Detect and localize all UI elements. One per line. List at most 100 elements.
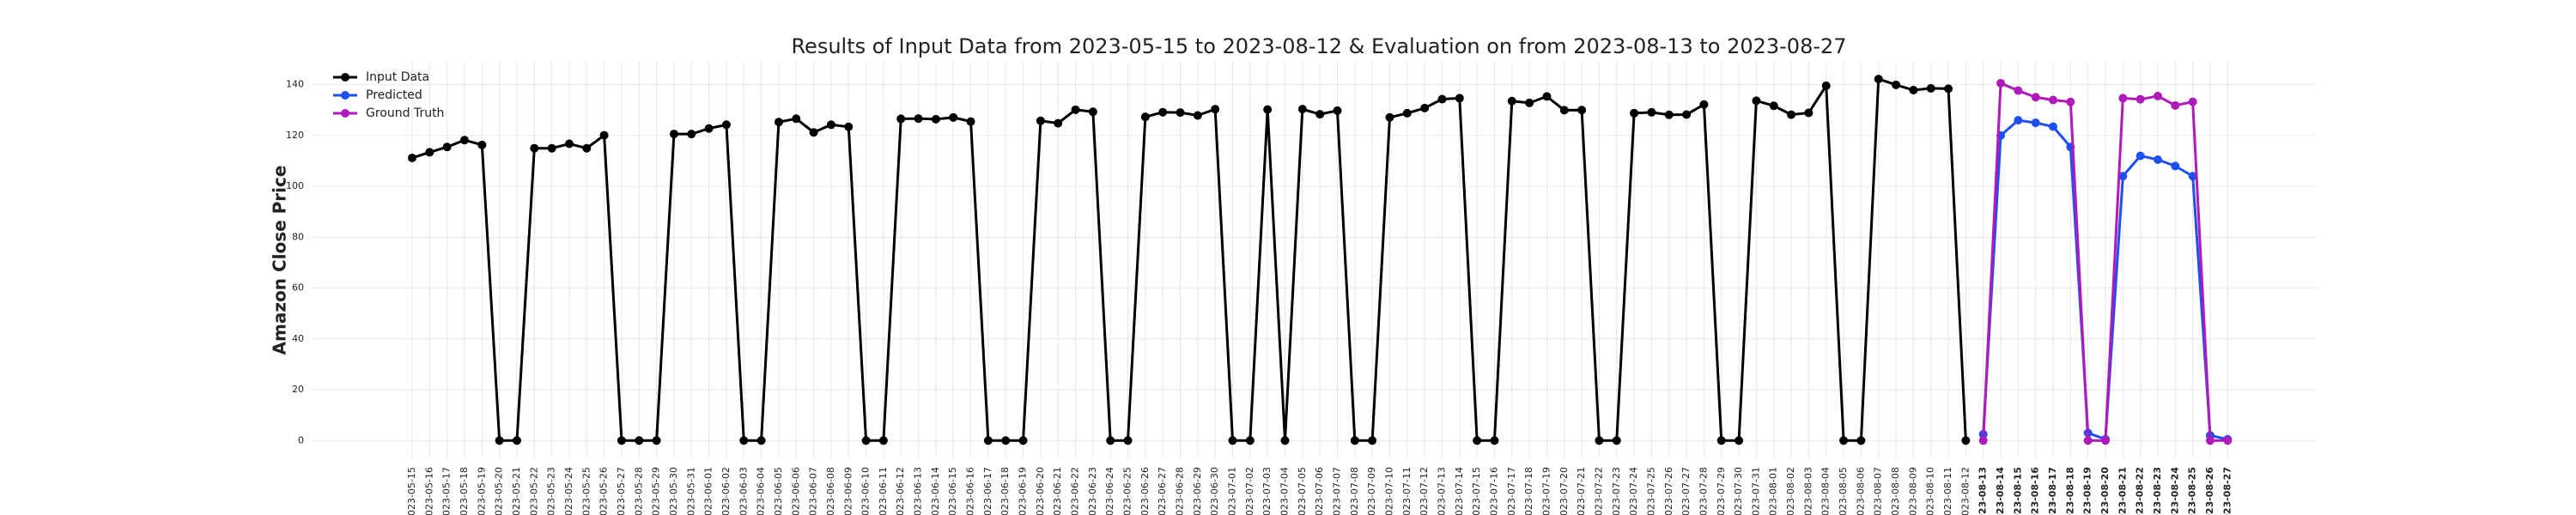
chart-title: Results of Input Data from 2023-05-15 to… (791, 34, 1846, 58)
data-point (1647, 107, 1656, 117)
data-point (2188, 97, 2197, 106)
x-tick-label: 2023-05-25 (580, 467, 592, 515)
x-tick-label: 2023-06-07 (808, 467, 819, 515)
x-tick-label: 2023-06-03 (738, 467, 749, 515)
x-tick-label: 2023-06-27 (1157, 467, 1168, 515)
data-point (1716, 436, 1726, 445)
x-tick-label: 2023-07-09 (1366, 467, 1377, 515)
data-point (1542, 92, 1552, 101)
x-tick-label: 2023-08-27 (2221, 467, 2233, 515)
data-point (2118, 172, 2128, 181)
data-point (1263, 105, 1273, 114)
x-tick-label: 2023-08-04 (1820, 467, 1832, 515)
data-point (1437, 94, 1447, 104)
data-point (547, 143, 556, 153)
x-tick-label: 2023-07-25 (1645, 467, 1656, 515)
data-point (2083, 436, 2093, 445)
x-tick-label: 2023-08-23 (2152, 467, 2163, 515)
y-tick-label: 40 (292, 333, 304, 344)
data-point (1054, 118, 1063, 128)
data-point (1385, 112, 1394, 122)
y-tick-label: 140 (286, 79, 304, 90)
data-point (1193, 111, 1202, 120)
data-point (1787, 110, 1796, 119)
data-point (617, 436, 626, 445)
x-tick-label: 2023-08-14 (1995, 467, 2006, 515)
x-tick-label: 2023-06-21 (1052, 467, 1063, 515)
x-tick-label: 2023-06-05 (773, 467, 784, 515)
x-tick-label: 2023-08-08 (1890, 467, 1901, 515)
data-point (1071, 105, 1080, 114)
x-tick-label: 2023-07-13 (1436, 467, 1447, 515)
data-point (2031, 93, 2040, 102)
x-tick-label: 2023-05-21 (511, 467, 522, 515)
data-point (1525, 98, 1534, 107)
x-tick-label: 2023-06-04 (756, 467, 767, 515)
data-point (1123, 436, 1133, 445)
data-point (2171, 100, 2180, 110)
data-point (2136, 94, 2145, 104)
x-tick-label: 2023-07-08 (1349, 467, 1360, 515)
data-point (1088, 107, 1097, 117)
data-point (826, 120, 835, 130)
x-tick-label: 2023-06-14 (930, 467, 941, 515)
x-tick-label: 2023-07-28 (1698, 467, 1709, 515)
x-tick-label: 2023-05-16 (423, 467, 434, 515)
data-point (966, 117, 975, 126)
data-point (1630, 108, 1639, 118)
data-point (1752, 96, 1761, 106)
x-tick-label: 2023-05-19 (476, 467, 487, 515)
x-tick-label: 2023-06-11 (878, 467, 889, 515)
data-point (2066, 97, 2075, 106)
data-point (2188, 172, 2197, 181)
data-point (1018, 436, 1028, 445)
x-tick-label: 2023-08-01 (1768, 467, 1779, 515)
series-line (411, 77, 1967, 442)
data-point (408, 153, 416, 162)
x-tick-label: 2023-07-21 (1576, 467, 1587, 515)
data-point (635, 436, 644, 445)
x-tick-label: 2023-06-22 (1070, 467, 1081, 515)
legend-label: Predicted (366, 88, 422, 102)
x-tick-label: 2023-07-10 (1383, 467, 1394, 515)
data-point (530, 143, 539, 153)
data-point (1245, 436, 1255, 445)
x-tick-label: 2023-07-26 (1663, 467, 1674, 515)
data-point (1961, 436, 1971, 445)
data-point (914, 114, 923, 124)
x-tick-label: 2023-08-12 (1959, 467, 1971, 515)
data-point (1577, 106, 1587, 115)
data-point (1909, 86, 1918, 95)
data-point (1001, 436, 1011, 445)
x-tick-label: 2023-07-11 (1401, 467, 1413, 515)
x-tick-label: 2023-05-29 (651, 467, 662, 515)
data-point (792, 114, 801, 124)
x-tick-label: 2023-06-12 (895, 467, 906, 515)
x-tick-label: 2023-07-17 (1506, 467, 1517, 515)
x-tick-label: 2023-07-15 (1471, 467, 1482, 515)
x-tick-label: 2023-05-31 (685, 467, 696, 515)
x-tick-label: 2023-07-20 (1558, 467, 1570, 515)
legend-marker (341, 109, 349, 118)
x-tick-label: 2023-07-29 (1716, 467, 1727, 515)
data-point (652, 436, 661, 445)
data-point (2205, 436, 2215, 445)
data-point (1804, 108, 1814, 118)
x-tick-label: 2023-06-13 (913, 467, 924, 515)
x-tick-label: 2023-08-03 (1802, 467, 1814, 515)
x-tick-label: 2023-08-20 (2099, 467, 2111, 515)
x-tick-label: 2023-07-02 (1244, 467, 1255, 515)
x-tick-label: 2023-08-13 (1978, 467, 1989, 515)
x-tick-label: 2023-08-15 (2012, 467, 2023, 515)
data-point (1228, 436, 1237, 445)
data-point (1612, 436, 1621, 445)
x-tick-label: 2023-07-31 (1750, 467, 1761, 515)
data-point (2049, 95, 2058, 105)
data-point (1996, 78, 2006, 88)
data-point (1211, 105, 1220, 114)
data-point (949, 112, 958, 122)
x-tick-label: 2023-06-26 (1139, 467, 1151, 515)
y-tick-label: 60 (292, 282, 304, 294)
x-tick-label: 2023-06-30 (1209, 467, 1220, 515)
